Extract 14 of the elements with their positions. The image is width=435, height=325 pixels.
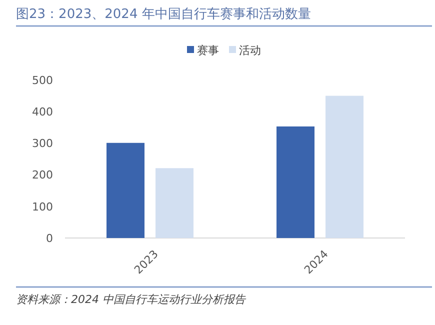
- bar: [106, 142, 144, 238]
- y-tick-label: 400: [32, 105, 53, 118]
- y-tick-label: 0: [46, 232, 53, 245]
- text: 资料来源：2024 中国自行车运动行业分析报告: [16, 293, 246, 306]
- legend-label: 赛事: [197, 44, 219, 57]
- bar: [156, 168, 194, 238]
- bar: [326, 96, 364, 238]
- legend-label: 活动: [239, 44, 261, 57]
- y-tick-label: 200: [32, 168, 53, 182]
- chart-title: 图23：2023、2024 年中国自行车赛事和活动数量: [16, 6, 311, 22]
- bar: [276, 126, 314, 238]
- y-tick-label: 500: [32, 74, 53, 87]
- y-tick-label: 300: [32, 137, 53, 150]
- y-tick-label: 100: [32, 200, 53, 214]
